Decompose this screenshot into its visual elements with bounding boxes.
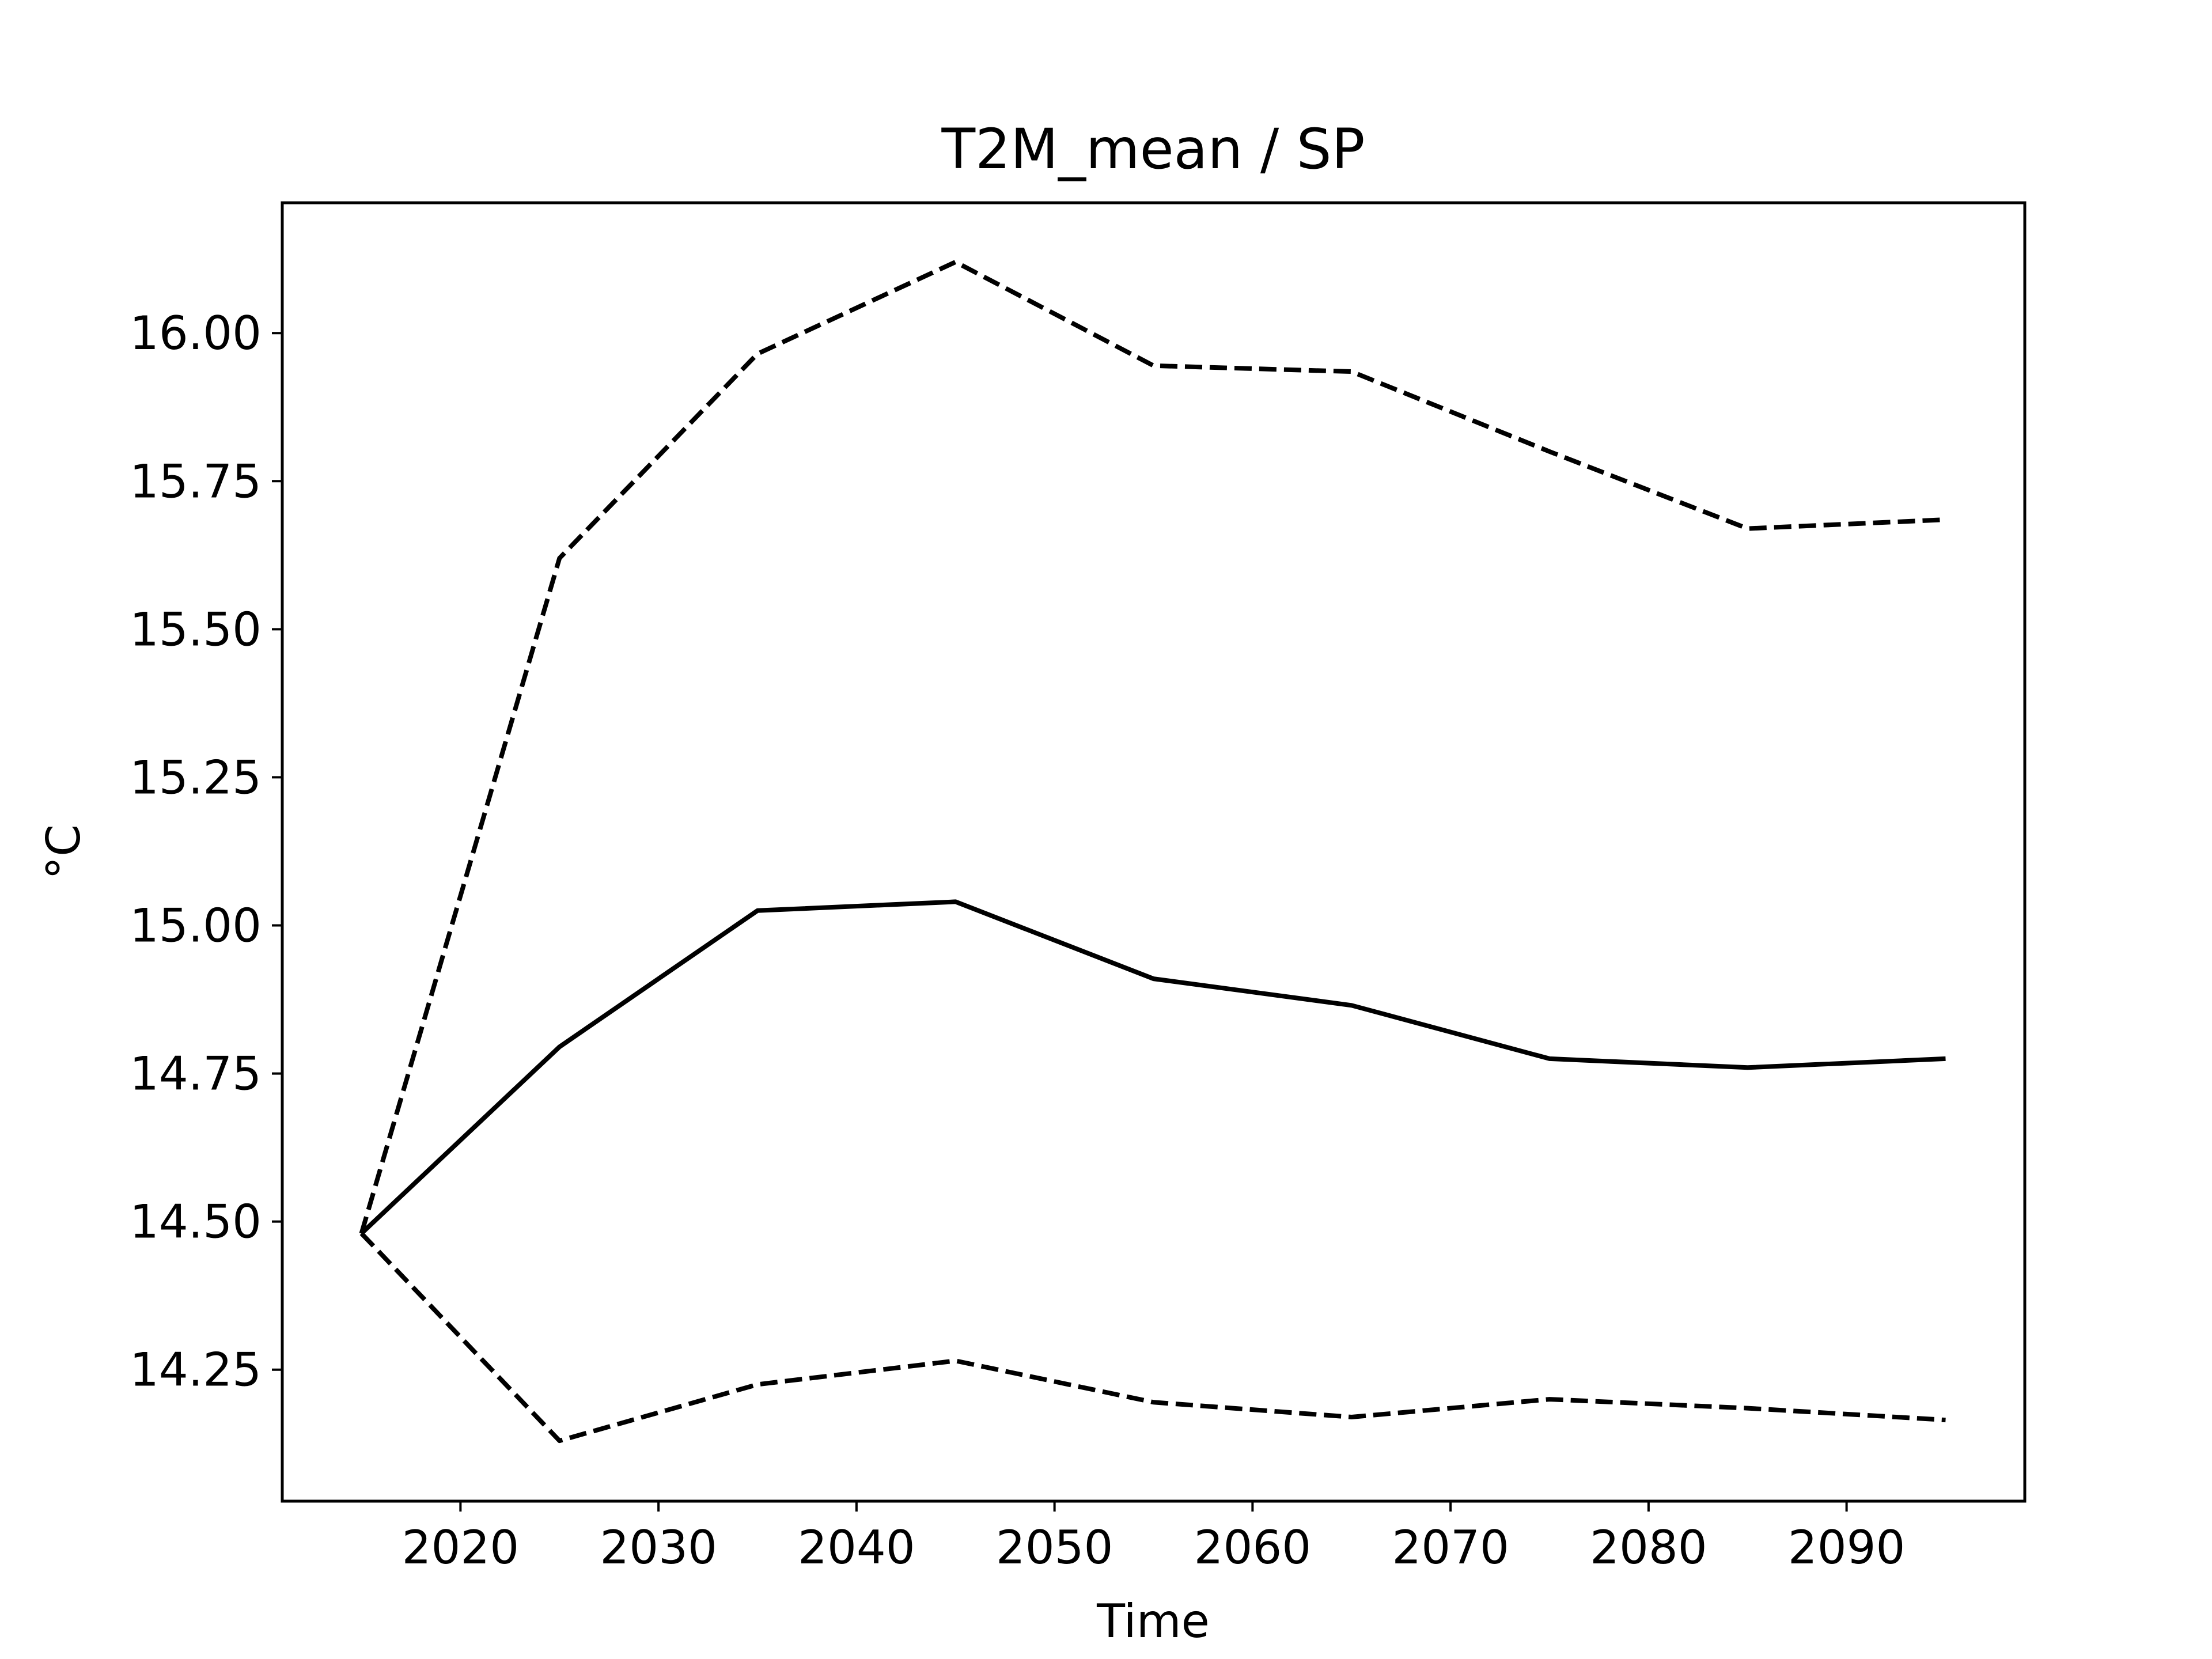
x-tick-label: 2090	[1788, 1521, 1906, 1574]
x-axis: 2020 2030 2040 2050 2060 2070 2080 2090	[402, 1501, 1906, 1574]
plot-area-frame	[281, 201, 2027, 1503]
y-axis: 14.25 14.50 14.75 15.00 15.25 15.50 15.75 16.00	[130, 306, 282, 1397]
x-tick-label: 2030	[600, 1521, 717, 1574]
x-tick-label: 2050	[996, 1521, 1113, 1574]
y-axis-label: °C	[37, 824, 90, 880]
chart-title: T2M_mean / SP	[941, 117, 1365, 181]
y-tick-label: 14.75	[130, 1047, 262, 1101]
y-tick-label: 15.50	[130, 603, 262, 656]
y-tick-label: 15.00	[130, 899, 262, 953]
series-line-2-dashed	[359, 259, 1946, 1234]
plot-marks	[359, 259, 1946, 1444]
series-line-1-solid	[359, 899, 1946, 1236]
x-tick-label: 2060	[1194, 1521, 1312, 1574]
x-tick-label: 2020	[402, 1521, 520, 1574]
y-tick-label: 15.75	[130, 454, 262, 508]
y-tick-label: 14.50	[130, 1195, 262, 1249]
y-tick-label: 15.25	[130, 751, 262, 804]
x-tick-label: 2080	[1590, 1521, 1707, 1574]
series-line-3-dashed	[359, 1232, 1946, 1444]
x-axis-label: Time	[1096, 1594, 1210, 1648]
y-tick-label: 14.25	[130, 1343, 262, 1397]
y-tick-label: 16.00	[130, 306, 262, 360]
x-tick-label: 2070	[1392, 1521, 1509, 1574]
x-tick-label: 2040	[798, 1521, 915, 1574]
